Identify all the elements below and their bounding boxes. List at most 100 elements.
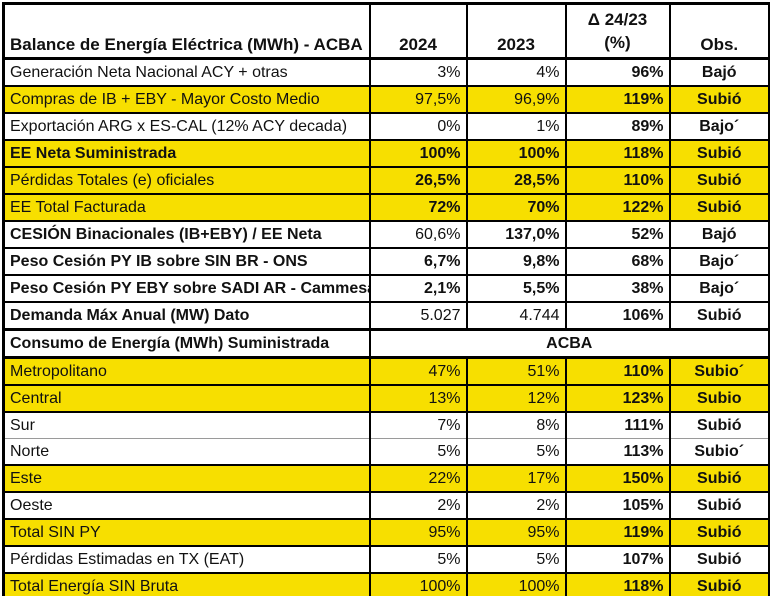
value-obs: Subió xyxy=(668,464,770,493)
value-2024: 5% xyxy=(368,545,468,574)
row-label: Central xyxy=(2,384,371,413)
row-label: Pérdidas Totales (e) oficiales xyxy=(2,166,371,195)
table-row: EE Neta Suministrada 100% 100% 118% Subi… xyxy=(2,139,770,168)
value-delta: 68% xyxy=(564,247,671,276)
value-delta: 119% xyxy=(564,85,671,114)
value-obs: Subió xyxy=(668,139,770,168)
value-obs: Subio´ xyxy=(668,438,770,466)
value-obs: Subió xyxy=(668,411,770,439)
value-2024: 3% xyxy=(368,57,468,87)
value-2023: 96,9% xyxy=(465,85,567,114)
value-obs: Subió xyxy=(668,166,770,195)
table-row: Total SIN PY 95% 95% 119% Subió xyxy=(2,518,770,547)
column-header-delta-line1: Δ 24/23 xyxy=(587,10,648,30)
column-header-2024: 2024 xyxy=(368,2,468,60)
row-label: Este xyxy=(2,464,371,493)
value-2023: 5% xyxy=(465,438,567,466)
row-label: EE Total Facturada xyxy=(2,193,371,222)
table-row: EE Total Facturada 72% 70% 122% Subió xyxy=(2,193,770,222)
table-row: Exportación ARG x ES-CAL (12% ACY decada… xyxy=(2,112,770,141)
value-delta: 111% xyxy=(564,411,671,439)
table-row: Este 22% 17% 150% Subió xyxy=(2,464,770,493)
value-2023: 9,8% xyxy=(465,247,567,276)
value-delta: 105% xyxy=(564,491,671,520)
row-label: Total SIN PY xyxy=(2,518,371,547)
value-delta: 89% xyxy=(564,112,671,141)
value-2024: 22% xyxy=(368,464,468,493)
row-label: Compras de IB + EBY - Mayor Costo Medio xyxy=(2,85,371,114)
section-span-value: ACBA xyxy=(368,328,770,359)
row-label: Metropolitano xyxy=(2,356,371,386)
row-label: Pérdidas Estimadas en TX (EAT) xyxy=(2,545,371,574)
value-2024: 26,5% xyxy=(368,166,468,195)
row-label: Total Energía SIN Bruta xyxy=(2,572,371,596)
value-2023: 137,0% xyxy=(465,220,567,249)
row-label: Peso Cesión PY IB sobre SIN BR - ONS xyxy=(2,247,371,276)
value-obs: Subió xyxy=(668,85,770,114)
value-delta: 107% xyxy=(564,545,671,574)
value-delta: 38% xyxy=(564,274,671,303)
row-label: Norte xyxy=(2,438,371,466)
row-label: Oeste xyxy=(2,491,371,520)
section-row: Consumo de Energía (MWh) Suministrada AC… xyxy=(2,328,770,359)
row-label: Peso Cesión PY EBY sobre SADI AR - Camme… xyxy=(2,274,371,303)
table-row: Central 13% 12% 123% Subio xyxy=(2,384,770,413)
value-delta: 110% xyxy=(564,166,671,195)
value-delta: 122% xyxy=(564,193,671,222)
row-label: Generación Neta Nacional ACY + otras xyxy=(2,57,371,87)
value-2023: 8% xyxy=(465,411,567,439)
value-obs: Bajó xyxy=(668,220,770,249)
value-2024: 97,5% xyxy=(368,85,468,114)
value-2024: 7% xyxy=(368,411,468,439)
value-obs: Subió xyxy=(668,491,770,520)
row-label: Sur xyxy=(2,411,371,439)
value-2024: 100% xyxy=(368,139,468,168)
value-delta: 118% xyxy=(564,139,671,168)
value-obs: Subió xyxy=(668,193,770,222)
column-header-2023: 2023 xyxy=(465,2,567,60)
value-delta: 52% xyxy=(564,220,671,249)
column-header-delta-line2: (%) xyxy=(604,33,631,53)
header-row: Balance de Energía Eléctrica (MWh) - ACB… xyxy=(2,2,770,60)
value-2023: 1% xyxy=(465,112,567,141)
value-delta: 113% xyxy=(564,438,671,466)
value-2023: 70% xyxy=(465,193,567,222)
value-delta: 123% xyxy=(564,384,671,413)
value-2024: 60,6% xyxy=(368,220,468,249)
value-delta: 106% xyxy=(564,301,671,331)
value-2024: 13% xyxy=(368,384,468,413)
table-row: Peso Cesión PY EBY sobre SADI AR - Camme… xyxy=(2,274,770,303)
value-2023: 4.744 xyxy=(465,301,567,331)
value-obs: Subió xyxy=(668,301,770,331)
value-obs: Bajó xyxy=(668,57,770,87)
value-2024: 2% xyxy=(368,491,468,520)
value-2023: 51% xyxy=(465,356,567,386)
row-label: EE Neta Suministrada xyxy=(2,139,371,168)
value-obs: Subió xyxy=(668,518,770,547)
value-2024: 5.027 xyxy=(368,301,468,331)
row-label: Exportación ARG x ES-CAL (12% ACY decada… xyxy=(2,112,371,141)
value-delta: 110% xyxy=(564,356,671,386)
value-2024: 2,1% xyxy=(368,274,468,303)
table-row: Metropolitano 47% 51% 110% Subio´ xyxy=(2,356,770,386)
value-obs: Bajo´ xyxy=(668,274,770,303)
table-row: Compras de IB + EBY - Mayor Costo Medio … xyxy=(2,85,770,114)
table-row: Pérdidas Totales (e) oficiales 26,5% 28,… xyxy=(2,166,770,195)
value-2024: 5% xyxy=(368,438,468,466)
value-2023: 100% xyxy=(465,139,567,168)
value-2023: 5% xyxy=(465,545,567,574)
column-header-obs: Obs. xyxy=(668,2,770,60)
value-2024: 72% xyxy=(368,193,468,222)
row-label: CESIÓN Binacionales (IB+EBY) / EE Neta xyxy=(2,220,371,249)
table-row: Oeste 2% 2% 105% Subió xyxy=(2,491,770,520)
value-2023: 95% xyxy=(465,518,567,547)
table-row: Peso Cesión PY IB sobre SIN BR - ONS 6,7… xyxy=(2,247,770,276)
table-title: Balance de Energía Eléctrica (MWh) - ACB… xyxy=(2,2,371,60)
column-header-delta: Δ 24/23 (%) xyxy=(564,2,671,60)
table-row: Total Energía SIN Bruta 100% 100% 118% S… xyxy=(2,572,770,596)
value-2023: 100% xyxy=(465,572,567,596)
value-obs: Subio xyxy=(668,384,770,413)
table-row: CESIÓN Binacionales (IB+EBY) / EE Neta 6… xyxy=(2,220,770,249)
value-delta: 118% xyxy=(564,572,671,596)
